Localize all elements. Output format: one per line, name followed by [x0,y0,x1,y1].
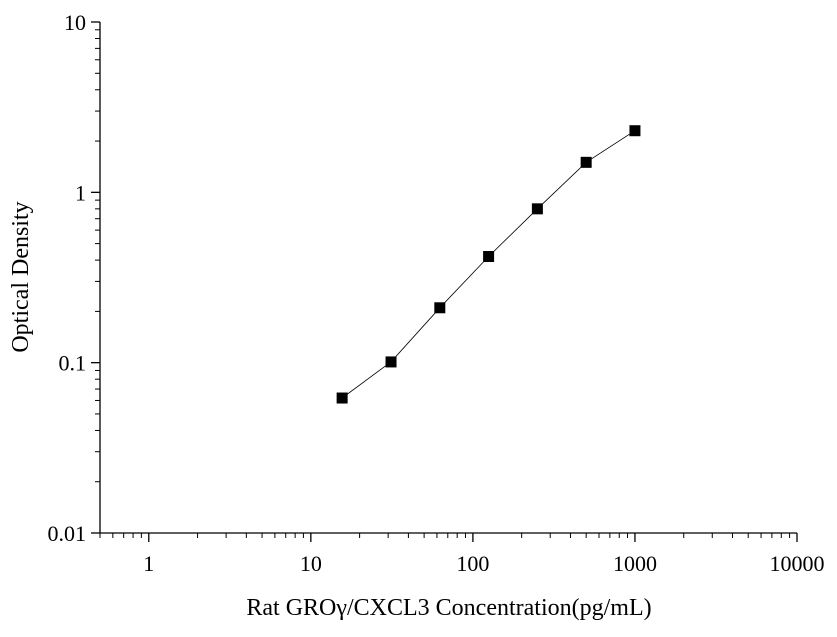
x-axis-title: Rat GROγ/CXCL3 Concentration(pg/mL) [246,595,651,621]
y-tick-label: 0.1 [59,351,87,376]
x-axis-ticks: 1 10 100 1000 10000 [99,533,825,576]
data-point [434,302,446,314]
y-tick-label: 1 [75,180,86,205]
y-tick-label: 0.01 [48,521,87,546]
data-point [385,356,397,368]
data-point [580,156,592,168]
x-tick-label: 10000 [770,551,825,576]
axes [99,22,797,534]
data-point [483,251,495,263]
x-tick-label: 100 [456,551,489,576]
data-point [629,125,641,137]
y-axis-title: Optical Density [8,201,34,352]
y-axis-ticks: 0.01 0.1 1 10 [48,10,100,546]
y-tick-label: 10 [64,10,86,35]
plot-area [336,125,641,404]
data-point [531,203,543,215]
x-tick-label: 1 [143,551,154,576]
x-tick-label: 1000 [613,551,657,576]
x-tick-label: 10 [300,551,322,576]
data-point [336,392,348,404]
